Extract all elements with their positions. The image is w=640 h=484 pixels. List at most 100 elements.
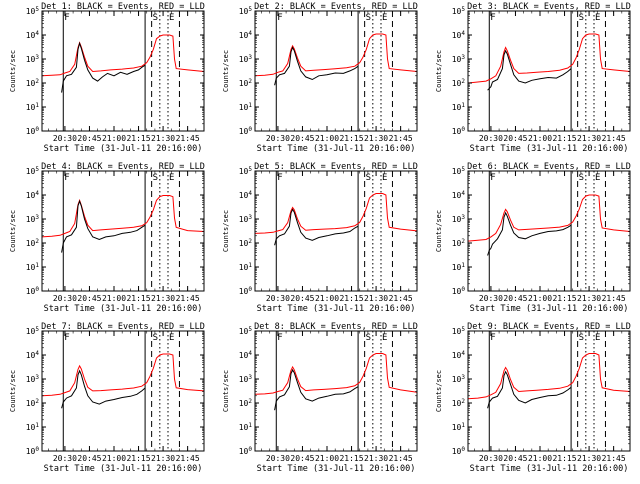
events-series-line bbox=[487, 211, 572, 256]
y-axis-label: Counts/sec bbox=[9, 210, 17, 252]
y-axis-label: Counts/sec bbox=[435, 50, 443, 92]
y-tick-label: 102 bbox=[26, 238, 40, 248]
y-tick-label: 100 bbox=[239, 286, 253, 296]
lld-series-line bbox=[467, 353, 631, 400]
x-tick-label: 20:30 bbox=[53, 454, 77, 463]
y-tick-label: 100 bbox=[239, 126, 253, 136]
y-tick-label: 105 bbox=[452, 326, 466, 336]
y-tick-label: 101 bbox=[239, 102, 253, 112]
x-tick-label: 21:30 bbox=[151, 454, 175, 463]
y-tick-label: 100 bbox=[239, 446, 253, 456]
marker-flag-label: E bbox=[169, 173, 174, 183]
y-axis-label: Counts/sec bbox=[222, 210, 230, 252]
x-tick-label: 20:45 bbox=[290, 454, 314, 463]
x-tick-label: 21:45 bbox=[602, 454, 626, 463]
x-tick-label: 20:45 bbox=[503, 294, 527, 303]
y-tick-label: 101 bbox=[452, 262, 466, 272]
y-tick-label: 104 bbox=[239, 30, 253, 40]
marker-flag-label: F bbox=[490, 333, 495, 343]
x-tick-label: 20:45 bbox=[77, 134, 101, 143]
x-axis-label: Start Time (31-Jul-11 20:16:00) bbox=[257, 304, 416, 314]
y-tick-label: 103 bbox=[239, 374, 253, 384]
marker-flag-label: S bbox=[153, 13, 158, 23]
y-tick-label: 101 bbox=[239, 422, 253, 432]
marker-flag-label: S bbox=[366, 333, 371, 343]
marker-flag-label: F bbox=[64, 333, 69, 343]
y-tick-label: 103 bbox=[26, 54, 40, 64]
x-tick-label: 20:30 bbox=[53, 294, 77, 303]
y-tick-label: 102 bbox=[26, 78, 40, 88]
y-tick-label: 104 bbox=[239, 190, 253, 200]
x-tick-label: 21:30 bbox=[364, 134, 388, 143]
plot-frame bbox=[254, 330, 418, 452]
y-tick-label: 100 bbox=[26, 286, 40, 296]
y-tick-label: 102 bbox=[26, 398, 40, 408]
y-tick-label: 102 bbox=[452, 398, 466, 408]
plot-frame bbox=[41, 10, 205, 132]
y-tick-label: 104 bbox=[239, 350, 253, 360]
plot-frame bbox=[467, 10, 631, 132]
panel-title: Det 7: BLACK = Events, RED = LLD bbox=[41, 322, 205, 332]
x-tick-label: 21:45 bbox=[176, 454, 200, 463]
lld-series-line bbox=[254, 33, 418, 77]
x-tick-label: 21:30 bbox=[577, 294, 601, 303]
panel-6: F S E 100 101 102 103 104 105 20:30 20:45 21:00 21:1… bbox=[435, 162, 631, 314]
x-tick-label: 21:45 bbox=[389, 454, 413, 463]
y-tick-label: 103 bbox=[26, 374, 40, 384]
marker-flag-label: E bbox=[595, 173, 600, 183]
x-tick-label: 21:15 bbox=[339, 134, 363, 143]
x-axis-label: Start Time (31-Jul-11 20:16:00) bbox=[257, 144, 416, 154]
x-tick-label: 21:00 bbox=[528, 294, 552, 303]
panel-5: F S E 100 101 102 103 104 105 20:30 20:45 21:00 21:1… bbox=[222, 162, 418, 314]
marker-flag-label: F bbox=[64, 173, 69, 183]
x-tick-label: 21:15 bbox=[339, 454, 363, 463]
x-tick-label: 21:00 bbox=[102, 454, 126, 463]
lld-series-line bbox=[254, 193, 418, 234]
marker-flag-label: E bbox=[382, 13, 387, 23]
events-series-line bbox=[61, 41, 146, 93]
panel-9: F S E 100 101 102 103 104 105 20:30 20:45 21:00 21:1… bbox=[435, 322, 631, 474]
y-tick-label: 103 bbox=[26, 214, 40, 224]
x-tick-label: 21:30 bbox=[577, 454, 601, 463]
x-tick-label: 20:45 bbox=[290, 134, 314, 143]
x-tick-label: 21:30 bbox=[577, 134, 601, 143]
x-axis-label: Start Time (31-Jul-11 20:16:00) bbox=[44, 144, 203, 154]
x-tick-label: 21:00 bbox=[315, 134, 339, 143]
x-tick-label: 21:15 bbox=[126, 294, 150, 303]
plot-frame bbox=[467, 330, 631, 452]
y-tick-label: 102 bbox=[452, 78, 466, 88]
x-tick-label: 21:30 bbox=[364, 294, 388, 303]
x-tick-label: 21:30 bbox=[151, 134, 175, 143]
x-tick-label: 21:00 bbox=[528, 454, 552, 463]
x-tick-label: 21:45 bbox=[389, 294, 413, 303]
y-tick-label: 101 bbox=[239, 262, 253, 272]
x-tick-label: 20:45 bbox=[290, 294, 314, 303]
events-series-line bbox=[487, 370, 572, 409]
x-tick-label: 21:15 bbox=[552, 294, 576, 303]
x-tick-label: 21:00 bbox=[315, 294, 339, 303]
marker-flag-label: E bbox=[595, 13, 600, 23]
lld-series-line bbox=[41, 353, 205, 397]
x-tick-label: 21:00 bbox=[528, 134, 552, 143]
y-axis-label: Counts/sec bbox=[222, 370, 230, 412]
panel-1: F S E 100 101 102 103 104 105 20:30 20:45 21:00 21:1… bbox=[9, 2, 205, 154]
events-series-line bbox=[61, 369, 146, 409]
y-tick-label: 103 bbox=[452, 214, 466, 224]
y-tick-label: 102 bbox=[239, 78, 253, 88]
y-tick-label: 105 bbox=[26, 6, 40, 16]
y-axis-label: Counts/sec bbox=[435, 210, 443, 252]
y-tick-label: 101 bbox=[26, 422, 40, 432]
x-axis-label: Start Time (31-Jul-11 20:16:00) bbox=[470, 304, 629, 314]
x-axis-label: Start Time (31-Jul-11 20:16:00) bbox=[257, 464, 416, 474]
x-tick-label: 21:15 bbox=[552, 134, 576, 143]
y-tick-label: 102 bbox=[239, 398, 253, 408]
x-tick-label: 20:30 bbox=[479, 294, 503, 303]
y-tick-label: 104 bbox=[452, 190, 466, 200]
panel-title: Det 5: BLACK = Events, RED = LLD bbox=[254, 162, 418, 172]
y-tick-label: 103 bbox=[239, 54, 253, 64]
x-tick-label: 21:00 bbox=[102, 294, 126, 303]
x-tick-label: 21:30 bbox=[151, 294, 175, 303]
x-tick-label: 21:45 bbox=[176, 134, 200, 143]
